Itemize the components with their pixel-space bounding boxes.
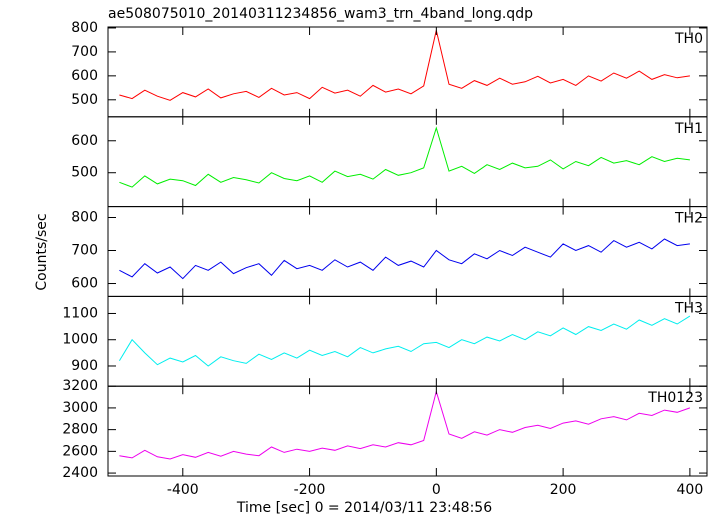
y-tick-label: 900 <box>71 358 98 374</box>
series-label: TH0 <box>674 31 703 47</box>
x-tick-label: 200 <box>550 482 577 498</box>
panel-frame <box>107 26 708 118</box>
y-tick-label: 600 <box>71 68 98 84</box>
y-tick-label: 500 <box>71 92 98 108</box>
panel-frame <box>107 116 708 208</box>
y-tick-label: 2600 <box>62 443 98 459</box>
x-axis-label: Time [sec] 0 = 2014/03/11 23:48:56 <box>236 500 492 516</box>
series-line <box>118 315 691 367</box>
chart-title: ae508075010_20140311234856_wam3_trn_4ban… <box>108 6 533 22</box>
series-line <box>119 389 691 460</box>
y-axis-label: Counts/sec <box>34 213 50 290</box>
x-tick-label: 400 <box>677 482 704 498</box>
y-tick-label: 1100 <box>62 305 98 321</box>
y-tick-label: 3000 <box>62 400 98 416</box>
y-tick-label: 3200 <box>62 378 98 394</box>
series-line <box>119 126 690 188</box>
series-line <box>119 30 690 101</box>
y-tick-label: 700 <box>71 44 98 60</box>
y-tick-label: 1000 <box>62 332 98 348</box>
y-tick-label: 600 <box>71 133 98 149</box>
y-tick-label: 700 <box>71 243 98 259</box>
y-tick-label: 2400 <box>62 465 98 481</box>
y-tick-label: 600 <box>71 276 98 292</box>
series-label: TH1 <box>674 121 703 137</box>
panel-frame <box>107 206 708 297</box>
y-tick-label: 2800 <box>62 422 98 438</box>
series-label: TH2 <box>674 211 703 227</box>
y-tick-label: 800 <box>71 20 98 36</box>
y-tick-label: 800 <box>71 209 98 225</box>
y-tick-label: 500 <box>71 165 98 181</box>
x-tick-label: -200 <box>294 482 326 498</box>
series-line <box>119 238 690 280</box>
series-label: TH3 <box>674 300 703 316</box>
x-tick-label: -400 <box>167 482 199 498</box>
x-tick-label: 0 <box>432 482 441 498</box>
series-label: TH0123 <box>647 390 703 406</box>
panel-frame <box>107 385 708 477</box>
panel-frame <box>107 295 708 387</box>
